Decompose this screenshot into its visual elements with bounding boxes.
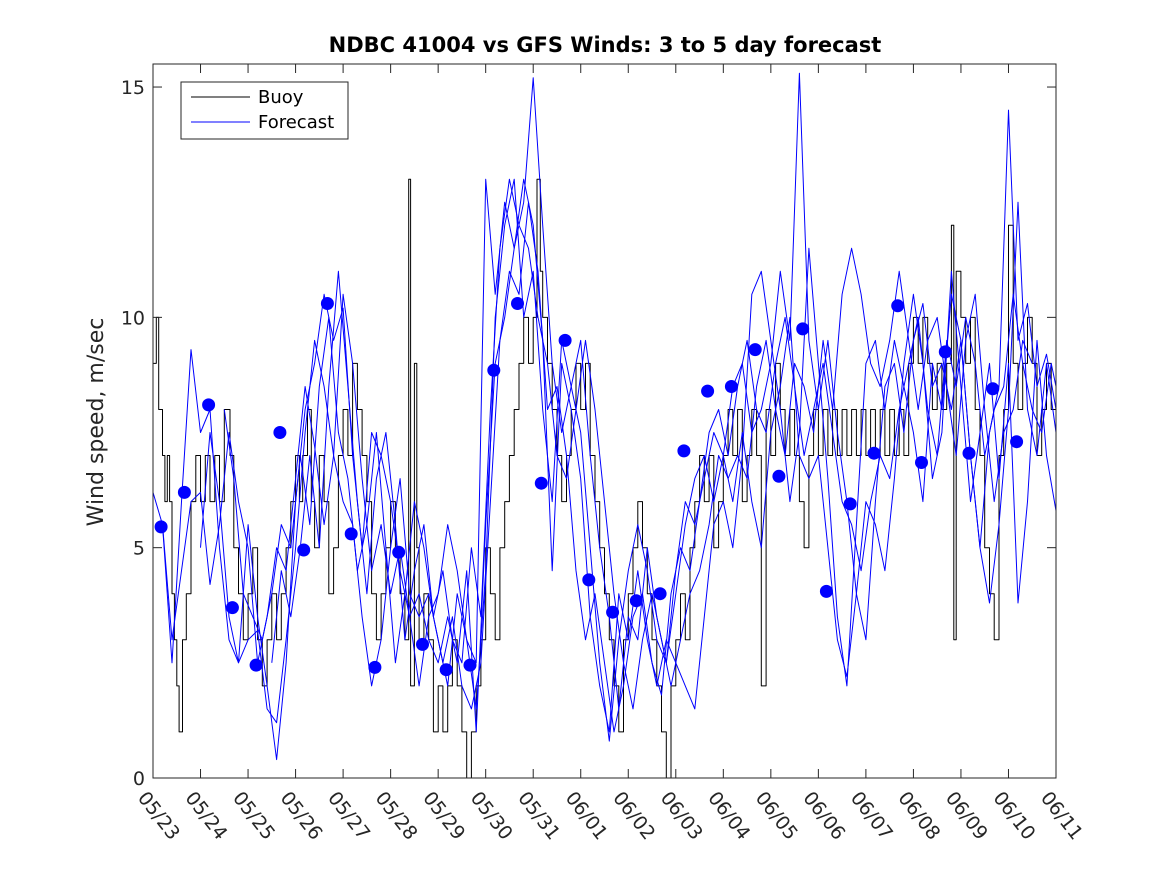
y-axis-label: Wind speed, m/sec	[84, 318, 109, 527]
forecast-marker	[249, 658, 263, 672]
x-tick-label: 05/25	[228, 788, 279, 845]
x-tick-label: 05/31	[513, 788, 564, 845]
forecast-marker	[986, 382, 1000, 396]
series-line-forecast-2	[162, 178, 1057, 733]
forecast-marker	[273, 426, 287, 439]
x-tick-label: 06/06	[798, 788, 849, 845]
x-tick-label: 06/05	[751, 788, 802, 845]
y-tick-label: 15	[121, 77, 145, 99]
forecast-marker	[796, 322, 810, 336]
forecast-marker	[606, 605, 620, 619]
forecast-marker	[558, 333, 572, 347]
y-tick-label: 5	[133, 538, 145, 560]
series-line-buoy	[153, 178, 1056, 779]
forecast-marker	[487, 363, 501, 377]
x-tick-label: 06/01	[561, 788, 612, 845]
legend-label-buoy: Buoy	[258, 87, 304, 108]
x-tick-label: 06/10	[989, 788, 1040, 845]
forecast-marker	[701, 384, 715, 398]
x-tick-label: 05/27	[323, 788, 374, 845]
series-line-forecast-4	[223, 201, 1057, 733]
forecast-marker	[439, 663, 453, 677]
series-layer	[152, 72, 1057, 779]
marker-layer	[154, 297, 1024, 677]
x-tick-label: 06/09	[941, 788, 992, 845]
x-tick-label: 06/03	[656, 788, 707, 845]
legend-label-forecast: Forecast	[258, 112, 334, 133]
forecast-marker	[154, 520, 168, 534]
forecast-marker	[582, 573, 596, 587]
forecast-marker	[225, 601, 239, 615]
x-tick-label: 05/29	[418, 788, 469, 845]
forecast-marker	[297, 543, 311, 557]
forecast-marker	[320, 297, 334, 310]
plot-frame	[152, 63, 1057, 779]
legend-box	[180, 81, 349, 140]
x-tick-label: 05/26	[276, 788, 327, 845]
y-tick-label: 0	[133, 768, 145, 790]
forecast-marker	[392, 545, 406, 559]
x-tick-label: 06/07	[846, 788, 897, 845]
forecast-marker	[177, 485, 191, 499]
forecast-marker	[463, 658, 477, 672]
forecast-marker	[843, 497, 857, 511]
forecast-marker	[962, 446, 976, 460]
forecast-marker	[416, 637, 429, 651]
chart-title: NDBC 41004 vs GFS Winds: 3 to 5 day fore…	[329, 33, 882, 57]
forecast-marker	[938, 345, 952, 359]
forecast-marker	[653, 587, 667, 601]
forecast-marker	[748, 343, 762, 357]
forecast-marker	[819, 584, 833, 598]
x-tick-label: 05/24	[181, 788, 232, 845]
forecast-marker	[677, 444, 691, 458]
series-line-forecast-5	[271, 178, 1033, 710]
y-tick-label: 10	[121, 307, 145, 329]
forecast-marker	[202, 398, 216, 412]
forecast-marker	[891, 299, 905, 313]
forecast-marker	[772, 469, 786, 483]
series-line-forecast-1	[152, 72, 1057, 733]
forecast-marker	[368, 660, 382, 674]
forecast-marker	[1010, 435, 1024, 449]
x-tick-label: 05/28	[371, 788, 422, 845]
tick-layer: 0 5 10 15 05/2305/2405/2505/2605/2705/2805/2…	[121, 64, 1087, 844]
x-tick-label: 06/11	[1036, 788, 1087, 845]
x-tick-label: 06/02	[608, 788, 659, 845]
forecast-marker	[511, 297, 524, 310]
legend: Buoy Forecast	[180, 81, 349, 140]
x-tick-label: 06/04	[703, 788, 754, 845]
forecast-marker	[915, 456, 928, 469]
forecast-marker	[724, 380, 738, 393]
series-line-forecast-3	[200, 178, 1057, 761]
x-tick-label: 05/30	[466, 788, 517, 845]
x-tick-label: 06/08	[893, 788, 944, 845]
forecast-marker	[344, 527, 358, 541]
forecast-marker	[629, 594, 643, 608]
forecast-marker	[867, 446, 881, 460]
x-tick-label: 05/23	[133, 788, 184, 845]
forecast-marker	[534, 476, 548, 490]
